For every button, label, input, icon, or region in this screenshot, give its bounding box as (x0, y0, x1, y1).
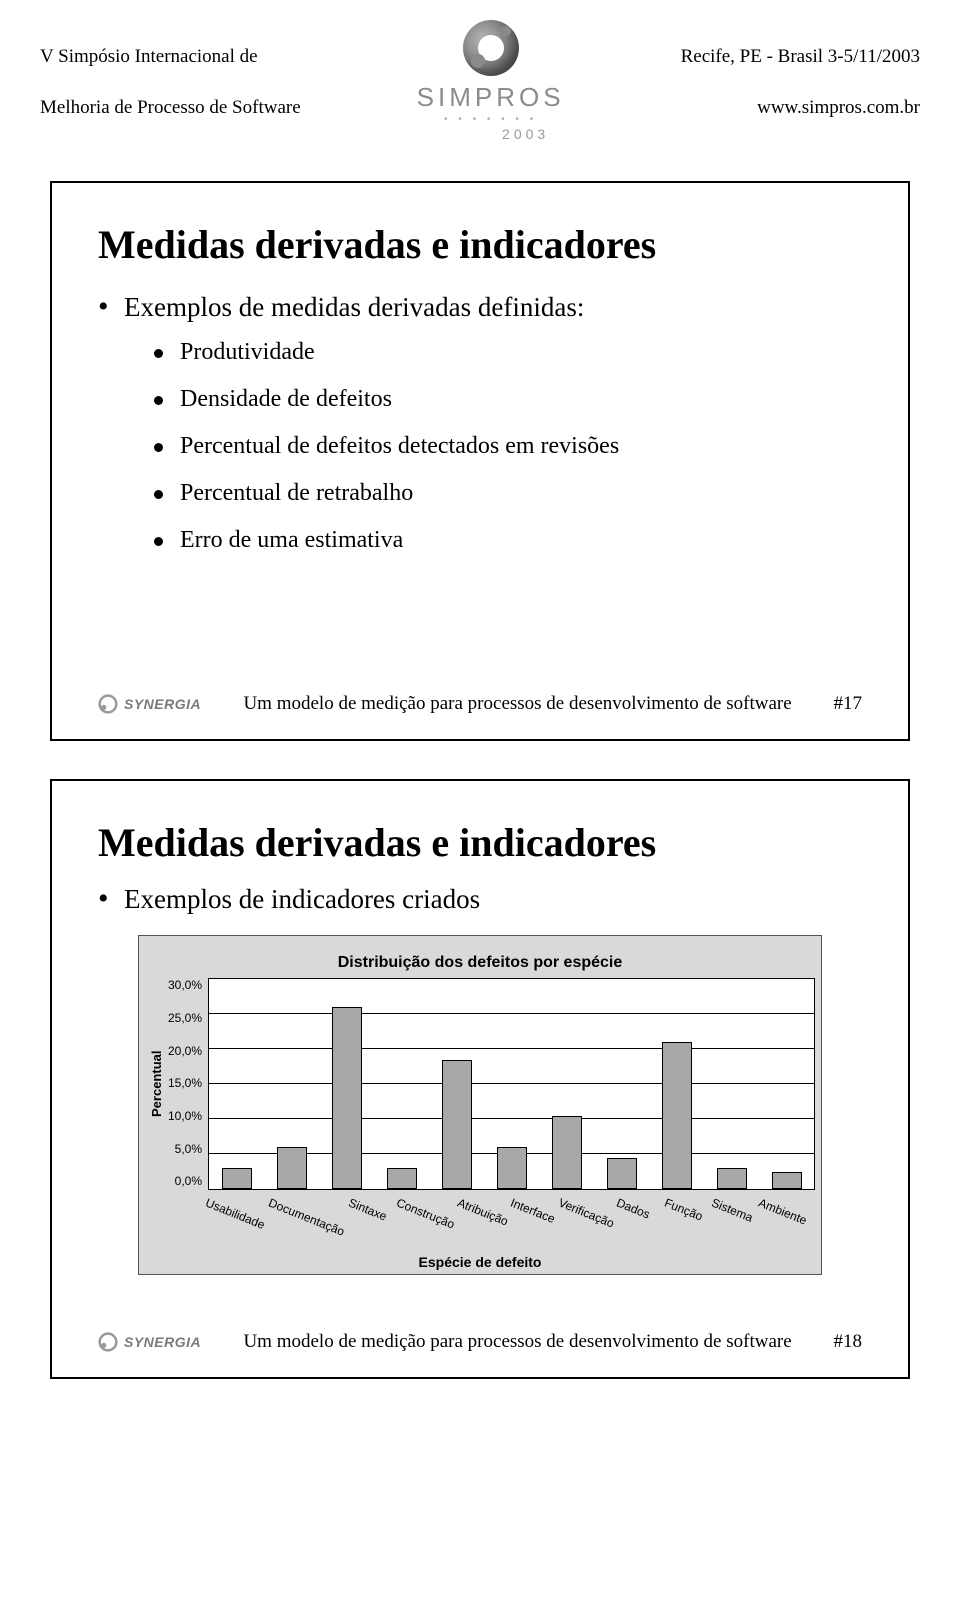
footer-brand-text: SYNERGIA (124, 696, 201, 712)
bullet-l2-item: Erro de uma estimativa (154, 527, 862, 554)
bullet-l1-text: Exemplos de indicadores criados (124, 884, 480, 914)
header-right-line1: Recife, PE - Brasil 3-5/11/2003 (681, 46, 920, 67)
chart-bar (332, 1007, 362, 1189)
bullet-list-l1: Exemplos de medidas derivadas definidas:… (98, 292, 862, 574)
bullet-l2-item: Percentual de retrabalho (154, 480, 862, 507)
chart-bar (607, 1158, 637, 1190)
chart-xtick-label: Verificação (556, 1190, 618, 1231)
footer-pagenum: #18 (812, 1331, 862, 1353)
chart-ytick-label: 5,0% (168, 1142, 202, 1156)
chart-bar (497, 1147, 527, 1189)
chart-ylabel: Percentual (145, 978, 168, 1190)
chart-xlabel: Espécie de defeito (145, 1254, 815, 1270)
chart-xtick-label: Função (662, 1190, 713, 1226)
chart-xtick-label: Ambiente (757, 1190, 812, 1228)
chart-ytick-label: 25,0% (168, 1011, 202, 1025)
header-right: Recife, PE - Brasil 3-5/11/2003 www.simp… (681, 18, 920, 121)
chart-bar (222, 1168, 252, 1189)
bullet-l1-item: Exemplos de medidas derivadas definidas:… (98, 292, 862, 554)
chart-xtick-label: Dados (615, 1190, 666, 1226)
bullet-l2-item: Densidade de defeitos (154, 386, 862, 413)
header-right-line2: www.simpros.com.br (757, 97, 920, 118)
chart-panel: Distribuição dos defeitos por espécie Pe… (138, 935, 822, 1275)
slide-footer: SYNERGIA Um modelo de medição para proce… (98, 1301, 862, 1353)
chart-bar (387, 1168, 417, 1189)
chart-plot-area (208, 978, 815, 1190)
bullet-list-l2: Produtividade Densidade de defeitos Percen… (124, 339, 862, 554)
chart-xtick-label: Usabilidade (204, 1190, 270, 1232)
chart-ytick-label: 20,0% (168, 1044, 202, 1058)
chart-ytick-label: 0,0% (168, 1174, 202, 1188)
footer-brand-text: SYNERGIA (124, 1334, 201, 1350)
chart-xtick-label: Atribuição (456, 1190, 513, 1229)
header-logo: SIMPROS • • • • • • • 2003 (401, 18, 581, 143)
bullet-l2-item: Produtividade (154, 339, 862, 366)
bullet-l1-item: Exemplos de indicadores criados (98, 884, 862, 915)
bullet-l2-item: Percentual de defeitos detectados em rev… (154, 433, 862, 460)
chart-body: Percentual 30,0% 25,0% 20,0% 15,0% 10,0% 5,0%… (145, 978, 815, 1190)
header-left: V Simpósio Internacional de Melhoria de … (40, 18, 301, 121)
chart-yaxis: 30,0% 25,0% 20,0% 15,0% 10,0% 5,0% 0,0% (168, 978, 208, 1188)
chart-xtick-label: Interface (509, 1190, 560, 1226)
chart-bar (772, 1172, 802, 1190)
chart-gridline (209, 1013, 814, 1014)
chart-xaxis: UsabilidadeDocumentaçãoSintaxeConstrução… (145, 1190, 815, 1250)
chart-bar (277, 1147, 307, 1189)
bullet-l1-text: Exemplos de medidas derivadas definidas: (124, 292, 584, 322)
slide-footer: SYNERGIA Um modelo de medição para proce… (98, 663, 862, 715)
chart-gridline (209, 1118, 814, 1119)
chart-ytick-label: 15,0% (168, 1076, 202, 1090)
chart-ytick-label: 10,0% (168, 1109, 202, 1123)
chart-gridline (209, 1083, 814, 1084)
footer-brand: SYNERGIA (98, 694, 201, 714)
header-left-line1: V Simpósio Internacional de (40, 46, 258, 67)
chart-bar (442, 1060, 472, 1190)
slide-18: Medidas derivadas e indicadores Exemplos… (50, 779, 910, 1379)
chart-bar (717, 1168, 747, 1189)
chart-xtick-label: Sistema (710, 1190, 761, 1226)
synergia-swirl-icon (98, 1332, 118, 1352)
header-left-line2: Melhoria de Processo de Software (40, 97, 301, 118)
logo-word: SIMPROS (417, 80, 565, 115)
chart-title: Distribuição dos defeitos por espécie (145, 954, 815, 972)
bullet-list-l1: Exemplos de indicadores criados (98, 884, 862, 929)
chart-xtick-label: Documentação (266, 1190, 348, 1239)
page-header: V Simpósio Internacional de Melhoria de … (40, 18, 920, 143)
chart-xtick-label: Construção (394, 1190, 458, 1232)
simpros-swirl-icon (461, 20, 521, 78)
footer-caption: Um modelo de medição para processos de d… (223, 693, 812, 715)
slide-17: Medidas derivadas e indicadores Exemplos… (50, 181, 910, 741)
chart-gridline (209, 1048, 814, 1049)
chart-bar (662, 1042, 692, 1189)
chart-ytick-label: 30,0% (168, 978, 202, 992)
slide-title: Medidas derivadas e indicadores (98, 819, 862, 866)
chart-bar (552, 1116, 582, 1190)
synergia-swirl-icon (98, 694, 118, 714)
footer-caption: Um modelo de medição para processos de d… (223, 1331, 812, 1353)
logo-year: 2003 (432, 125, 549, 144)
footer-brand: SYNERGIA (98, 1332, 201, 1352)
chart-xtick-label: Sintaxe (347, 1190, 398, 1226)
footer-pagenum: #17 (812, 693, 862, 715)
page: V Simpósio Internacional de Melhoria de … (0, 0, 960, 1409)
slide-title: Medidas derivadas e indicadores (98, 221, 862, 268)
